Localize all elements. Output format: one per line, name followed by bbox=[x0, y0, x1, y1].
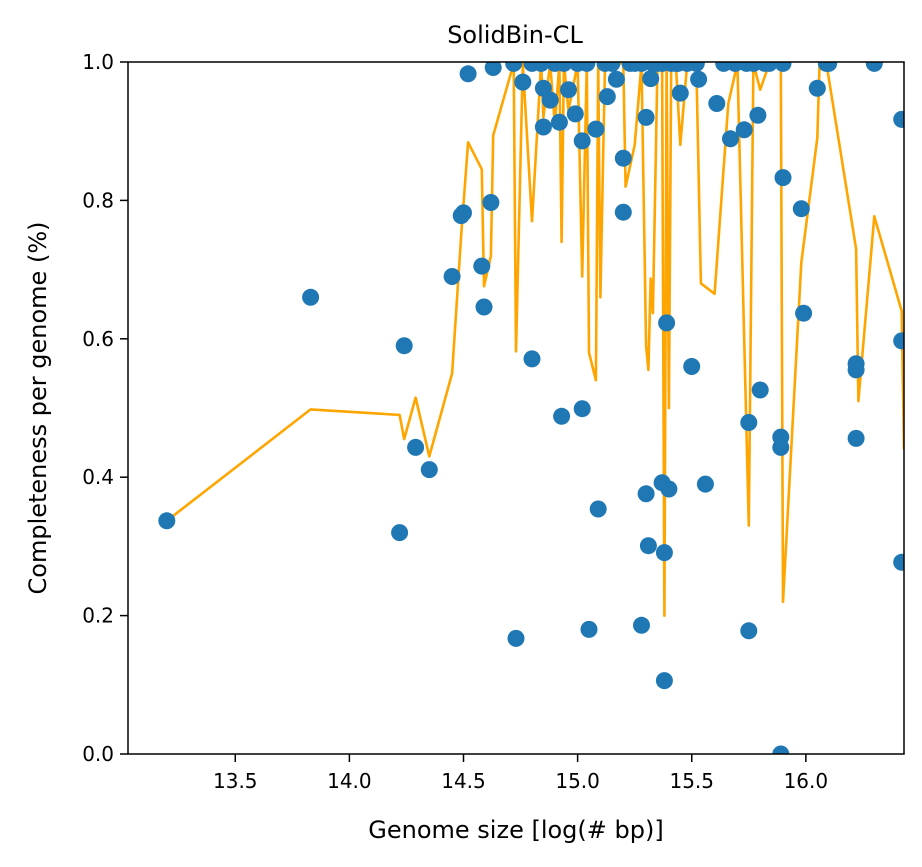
scatter-point-31 bbox=[573, 400, 591, 418]
scatter-point-85 bbox=[792, 200, 810, 218]
x-tick-label: 15.5 bbox=[669, 769, 714, 793]
scatter-point-28 bbox=[566, 105, 584, 123]
scatter-point-87 bbox=[808, 79, 826, 97]
x-tick-label: 14.5 bbox=[441, 769, 486, 793]
scatter-point-86 bbox=[795, 304, 813, 322]
scatter-point-47 bbox=[637, 485, 655, 503]
y-axis-ticks: 0.0 0.2 0.4 0.6 0.8 1.0 bbox=[82, 50, 128, 766]
scatter-point-64 bbox=[687, 62, 705, 72]
scatter-point-93 bbox=[865, 62, 883, 72]
scatter-point-0 bbox=[158, 512, 176, 530]
scatter-point-94 bbox=[893, 110, 904, 128]
scatter-point-41 bbox=[614, 203, 632, 221]
plot-frame bbox=[127, 61, 905, 755]
scatter-point-69 bbox=[722, 130, 739, 148]
scatter-point-89 bbox=[820, 62, 838, 72]
scatter-point-40 bbox=[614, 149, 632, 167]
y-tick-label: 0.6 bbox=[82, 327, 114, 351]
scatter-point-48 bbox=[639, 537, 657, 555]
scatter-point-11 bbox=[475, 298, 493, 316]
scatter-point-74 bbox=[740, 622, 758, 640]
x-tick-label: 13.5 bbox=[213, 769, 258, 793]
scatter-point-21 bbox=[534, 118, 552, 136]
scatter-point-71 bbox=[735, 121, 753, 139]
y-tick-label: 0.8 bbox=[82, 188, 114, 212]
x-tick-label: 14.0 bbox=[327, 769, 372, 793]
scatter-point-46 bbox=[637, 108, 655, 126]
scatter-point-30 bbox=[573, 132, 591, 150]
scatter-point-10 bbox=[473, 257, 491, 275]
scatter-point-49 bbox=[642, 70, 660, 88]
scatter-point-57 bbox=[660, 480, 678, 498]
x-tick-label: 16.0 bbox=[784, 769, 829, 793]
scatter-point-22 bbox=[541, 91, 559, 109]
x-axis-ticks: 13.5 14.0 14.5 15.0 15.5 16.0 bbox=[213, 754, 828, 793]
scatter-point-13 bbox=[484, 62, 502, 76]
scatter-point-1 bbox=[302, 288, 320, 306]
scatter-point-17 bbox=[523, 350, 541, 368]
scatter-point-34 bbox=[587, 120, 605, 138]
scatter-point-95 bbox=[893, 332, 904, 350]
scatter-point-4 bbox=[407, 438, 425, 456]
scatter-point-82 bbox=[772, 745, 790, 754]
scatter-point-33 bbox=[580, 620, 598, 638]
scatter-point-66 bbox=[696, 475, 714, 493]
x-axis-label: Genome size [log(# bp)] bbox=[368, 816, 663, 844]
scatter-point-81 bbox=[772, 438, 790, 456]
scatter-point-92 bbox=[847, 429, 865, 447]
scatter-point-56 bbox=[658, 314, 676, 332]
scatter-point-54 bbox=[655, 544, 673, 562]
scatter-points bbox=[158, 62, 904, 754]
plot-area bbox=[158, 62, 904, 754]
scatter-point-2 bbox=[391, 524, 409, 542]
scatter-point-61 bbox=[671, 84, 689, 102]
scatter-point-24 bbox=[550, 113, 568, 131]
scatter-point-27 bbox=[560, 81, 577, 99]
scatter-point-14 bbox=[505, 62, 523, 72]
scatter-point-3 bbox=[395, 337, 413, 355]
scatter-point-38 bbox=[603, 62, 621, 72]
y-tick-label: 1.0 bbox=[82, 50, 114, 74]
scatter-point-15 bbox=[507, 629, 525, 647]
scatter-point-45 bbox=[633, 616, 650, 634]
scatter-point-6 bbox=[443, 268, 461, 285]
y-tick-label: 0.4 bbox=[82, 465, 114, 489]
scatter-point-79 bbox=[760, 62, 778, 72]
scatter-point-32 bbox=[578, 62, 596, 72]
scatter-point-25 bbox=[553, 407, 571, 425]
scatter-point-19 bbox=[532, 62, 550, 72]
scatter-point-63 bbox=[683, 358, 701, 375]
series-line bbox=[166, 62, 904, 617]
scatter-point-39 bbox=[607, 70, 625, 88]
scatter-point-73 bbox=[740, 414, 758, 431]
scatter-point-8 bbox=[455, 204, 472, 222]
scatter-point-55 bbox=[655, 672, 673, 690]
scatter-point-35 bbox=[589, 500, 607, 518]
scatter-point-12 bbox=[482, 194, 500, 211]
scatter-point-77 bbox=[751, 381, 769, 399]
chart-title: SolidBin-CL bbox=[447, 21, 583, 49]
y-axis-label: Completeness per genome (%) bbox=[24, 222, 52, 595]
scatter-point-84 bbox=[774, 62, 792, 72]
scatter-point-65 bbox=[690, 70, 708, 88]
scatter-point-5 bbox=[420, 461, 438, 479]
scatter-point-9 bbox=[459, 65, 477, 83]
scatter-point-67 bbox=[708, 95, 726, 112]
y-tick-label: 0.2 bbox=[82, 604, 114, 628]
scatter-point-26 bbox=[555, 62, 573, 72]
scatter-point-16 bbox=[514, 73, 532, 91]
scatter-point-76 bbox=[749, 106, 767, 124]
scatter-point-96 bbox=[893, 553, 904, 571]
y-tick-label: 0.0 bbox=[82, 742, 114, 766]
scatter-point-37 bbox=[598, 88, 616, 106]
scatter-point-83 bbox=[774, 169, 792, 187]
x-tick-label: 15.0 bbox=[555, 769, 600, 793]
scatter-point-91 bbox=[847, 361, 865, 379]
